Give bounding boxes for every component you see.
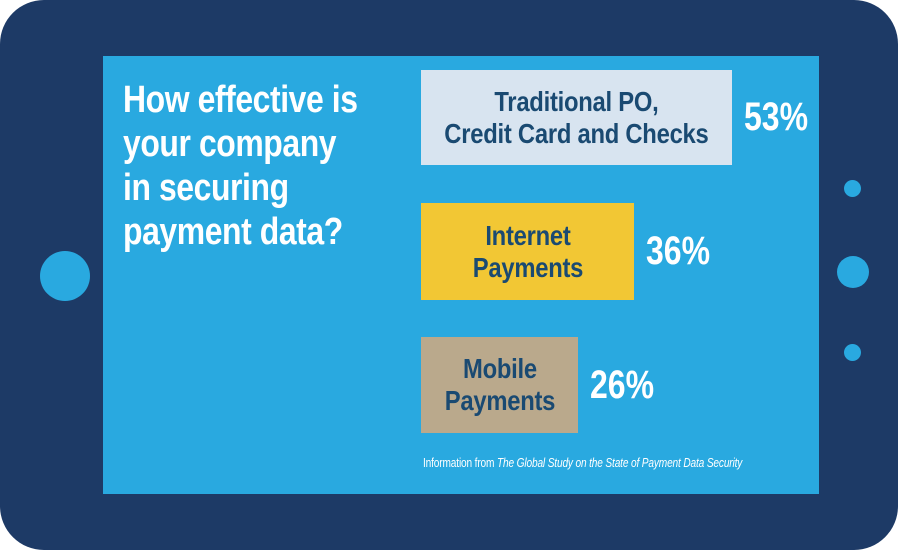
bar-label-line: Traditional PO, xyxy=(494,85,659,117)
title-line-4: payment data? xyxy=(123,211,343,253)
bar-label-line: Internet xyxy=(484,219,571,251)
title-line-1: How effective is xyxy=(123,79,358,121)
side-dot-bottom xyxy=(844,344,861,361)
bar-row-internet: Internet Payments 36% xyxy=(421,203,726,300)
source-note: Information from The Global Study on the… xyxy=(423,455,742,471)
chart-title: How effective is your company in securin… xyxy=(123,78,358,254)
bar-label-line: Payments xyxy=(472,251,583,283)
bar-row-mobile: Mobile Payments 26% xyxy=(421,337,670,433)
home-button-dot xyxy=(40,251,90,301)
source-note-prefix: Information from xyxy=(423,455,497,470)
bar-label-line: Payments xyxy=(444,385,555,416)
bar-label: Traditional PO, Credit Card and Checks xyxy=(444,86,708,150)
value-label-internet: 36% xyxy=(646,229,711,273)
title-line-3: in securing xyxy=(123,167,289,209)
side-dot-top xyxy=(844,180,861,197)
bar-label: Internet Payments xyxy=(472,219,583,284)
value-label-mobile: 26% xyxy=(590,362,655,407)
category-bar-traditional: Traditional PO, Credit Card and Checks xyxy=(421,70,732,165)
source-note-title: The Global Study on the State of Payment… xyxy=(496,455,743,470)
bar-label: Mobile Payments xyxy=(444,353,555,417)
category-bar-mobile: Mobile Payments xyxy=(421,337,578,433)
bar-row-traditional: Traditional PO, Credit Card and Checks 5… xyxy=(421,70,824,165)
bar-label-line: Mobile xyxy=(462,353,537,384)
title-line-2: your company xyxy=(123,123,337,165)
value-label-traditional: 53% xyxy=(744,95,809,139)
category-bar-internet: Internet Payments xyxy=(421,203,634,300)
side-dot-middle xyxy=(837,256,869,288)
tablet-screen: How effective is your company in securin… xyxy=(103,56,819,494)
bar-label-line: Credit Card and Checks xyxy=(444,117,709,149)
